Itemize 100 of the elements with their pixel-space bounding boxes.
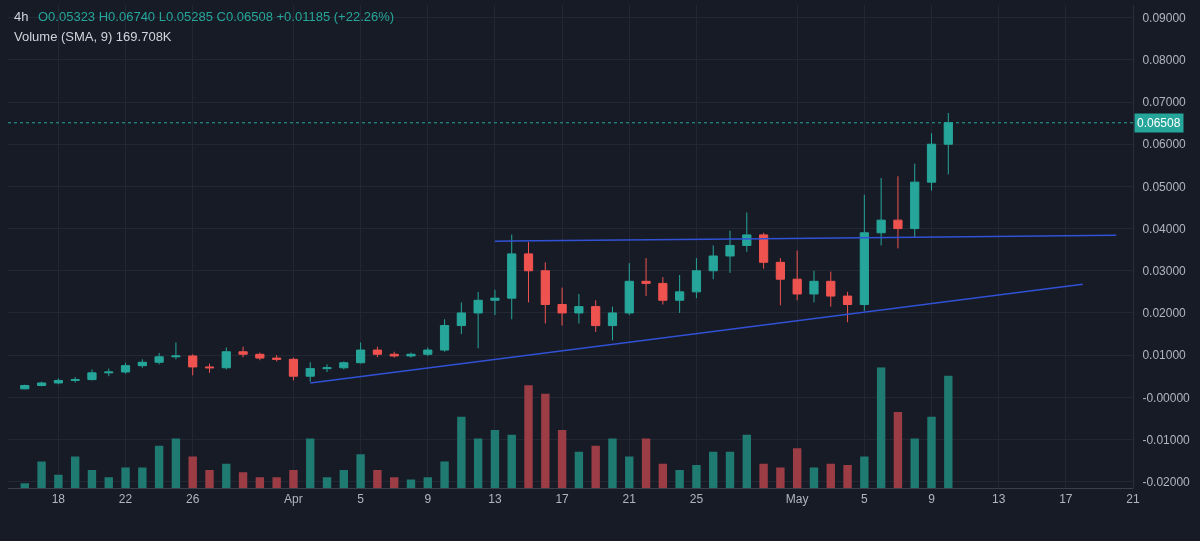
y-tick-label: 0.04000 <box>1142 221 1187 236</box>
bar <box>289 469 298 488</box>
bar <box>440 461 449 488</box>
bar <box>893 411 903 488</box>
bar <box>776 467 785 488</box>
candlestick <box>36 381 47 386</box>
bar <box>339 469 349 488</box>
candlestick <box>439 318 450 353</box>
bar <box>910 438 919 488</box>
candlestick <box>809 270 819 303</box>
bar <box>390 477 399 488</box>
bar <box>944 375 953 488</box>
candlestick <box>675 274 685 314</box>
candlestick <box>507 233 517 320</box>
candlestick <box>305 361 315 383</box>
candlestick <box>70 376 80 384</box>
ref-line-label: 0.06508 <box>1137 116 1181 130</box>
bar <box>373 469 382 488</box>
candlestick <box>288 357 299 381</box>
x-tick-label: 22 <box>118 492 133 507</box>
x-tick-label: 13 <box>991 492 1006 507</box>
bar <box>557 430 567 488</box>
candlestick <box>272 354 282 362</box>
x-tick-label: 5 <box>861 492 868 507</box>
bar <box>658 463 668 488</box>
bar <box>792 448 802 488</box>
bar <box>473 438 483 488</box>
candlestick <box>238 346 248 358</box>
candlestick <box>574 293 584 324</box>
chart-title: Volume (SMA, 9) 169.708K <box>14 29 172 44</box>
bar <box>222 463 231 488</box>
x-tick-label: 9 <box>928 492 936 507</box>
candlestick <box>322 363 332 373</box>
candlestick <box>591 299 601 333</box>
candlestick <box>557 287 567 327</box>
bar <box>641 438 651 488</box>
bar <box>692 465 701 488</box>
chart-title: 4h <box>14 9 29 24</box>
y-tick-label: 0.06000 <box>1142 137 1187 152</box>
bar <box>205 469 214 488</box>
bar <box>625 456 634 488</box>
candlestick <box>120 362 131 375</box>
bar <box>70 456 80 488</box>
bar <box>725 451 735 488</box>
y-tick-label: -0.02000 <box>1142 474 1191 489</box>
bar <box>927 416 936 488</box>
x-tick-label: May <box>785 492 809 507</box>
chart-subtitle: O0.05323 H0.06740 L0.05285 C0.06508 +0.01185 (+22.26%) <box>38 9 395 24</box>
candlestick <box>53 377 63 385</box>
bar <box>255 477 265 488</box>
bar <box>37 461 46 488</box>
bar <box>490 430 500 488</box>
y-tick-label: 0.09000 <box>1142 10 1187 25</box>
candlestick <box>406 352 416 359</box>
candlestick <box>523 241 534 303</box>
candlestick <box>792 250 802 301</box>
candlestick <box>859 194 869 312</box>
y-tick-label: 0.07000 <box>1142 95 1187 110</box>
bar <box>188 456 197 488</box>
candlestick <box>20 384 30 390</box>
x-tick-label: 17 <box>1059 492 1073 507</box>
bar <box>826 463 835 488</box>
candlestick <box>356 341 366 365</box>
bar <box>171 438 181 488</box>
candlestick <box>456 301 466 335</box>
bar <box>104 477 113 488</box>
bar <box>457 416 466 488</box>
y-tick-label: 0.01000 <box>1142 348 1187 363</box>
bar <box>272 477 281 488</box>
x-tick-label: 18 <box>51 492 66 507</box>
candlestick <box>204 363 215 374</box>
bar <box>20 483 29 488</box>
x-tick-label: 13 <box>488 492 502 507</box>
candlestick <box>171 341 181 360</box>
candlestick <box>658 276 668 305</box>
y-tick-label: 0.05000 <box>1142 179 1187 194</box>
x-tick-label: 17 <box>555 492 570 507</box>
bar <box>742 434 751 488</box>
candlestick <box>910 163 920 238</box>
bar <box>524 385 533 488</box>
candlestick <box>255 352 265 361</box>
candlestick <box>926 132 937 192</box>
candlestick <box>540 261 550 324</box>
bar <box>138 467 147 488</box>
candlestick <box>607 306 618 341</box>
candlestick <box>188 353 198 376</box>
x-tick-label: 9 <box>424 492 432 507</box>
bar <box>876 367 886 488</box>
candlestick <box>691 257 702 299</box>
y-tick-label: -0.00000 <box>1142 390 1191 405</box>
y-tick-label: 0.08000 <box>1142 53 1187 68</box>
bar <box>675 469 684 488</box>
candlestick <box>758 232 769 270</box>
candlestick <box>423 347 433 357</box>
candlestick <box>87 368 97 381</box>
bar <box>574 451 584 488</box>
y-tick-label: 0.03000 <box>1142 263 1187 278</box>
x-tick-label: Apr <box>284 492 303 507</box>
candlestick <box>641 257 651 297</box>
bar <box>843 465 852 488</box>
